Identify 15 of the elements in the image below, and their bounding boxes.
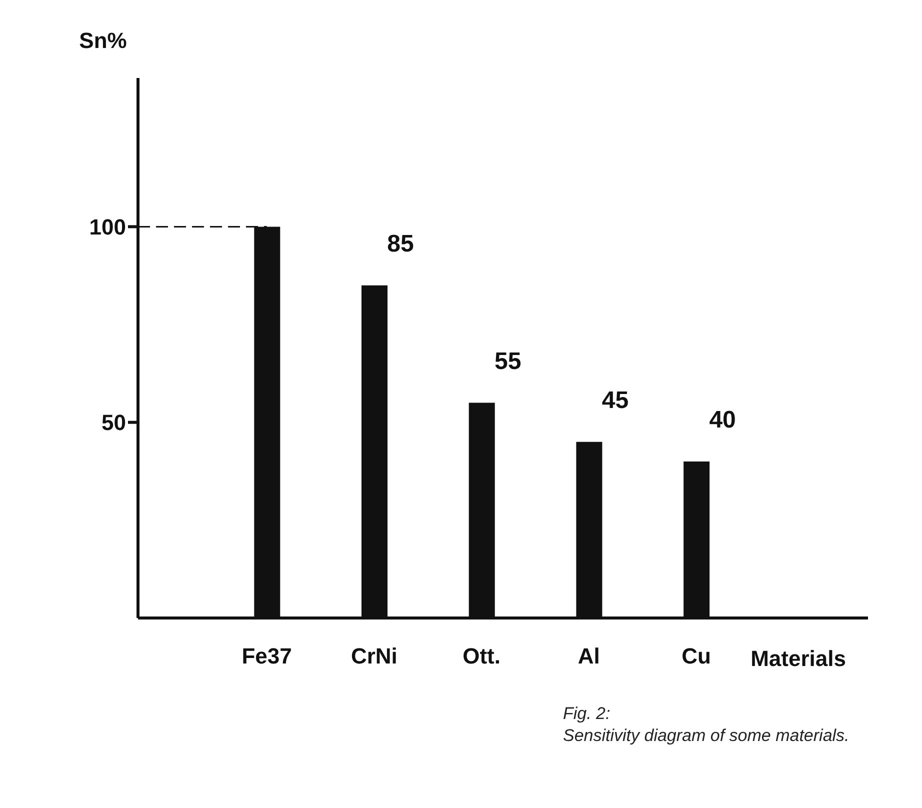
x-axis-title: Materials <box>750 646 846 671</box>
x-tick-label: Ott. <box>462 644 500 669</box>
x-tick-label: Fe37 <box>242 644 292 669</box>
data-label: 85 <box>387 230 414 258</box>
data-label: 45 <box>602 386 629 414</box>
x-tick-label: Cu <box>682 644 711 669</box>
caption: Fig. 2: <box>563 703 612 725</box>
data-label: 55 <box>494 348 522 375</box>
y-tick-label: 50 <box>102 410 126 436</box>
y-tick-label: 100 <box>89 214 126 240</box>
x-tick-label: Al <box>578 644 600 669</box>
x-tick-label: CrNi <box>350 644 398 669</box>
y-axis-title: Sn% <box>79 28 127 53</box>
data-label: 40 <box>709 406 736 434</box>
text: Sensitivity diagram of some materials. <box>563 725 850 747</box>
